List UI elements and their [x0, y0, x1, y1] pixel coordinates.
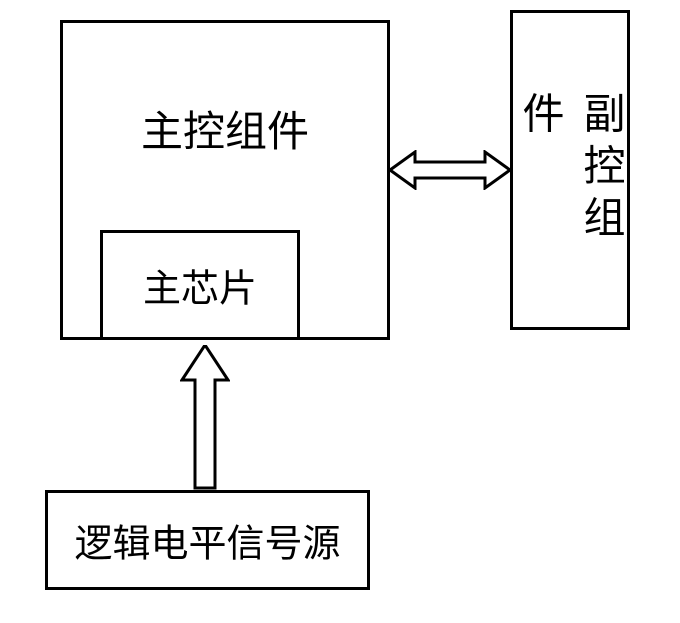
sub-control-label: 副控组件	[509, 92, 631, 249]
main-chip-box: 主芯片	[100, 230, 300, 340]
main-chip-label: 主芯片	[143, 258, 257, 313]
signal-source-label: 逻辑电平信号源	[74, 513, 340, 568]
main-control-label: 主控组件	[63, 98, 387, 159]
signal-source-box: 逻辑电平信号源	[45, 490, 370, 590]
sub-control-box: 副控组件	[510, 10, 630, 330]
bidirectional-arrow-icon	[390, 150, 510, 190]
up-arrow-icon	[180, 345, 230, 490]
